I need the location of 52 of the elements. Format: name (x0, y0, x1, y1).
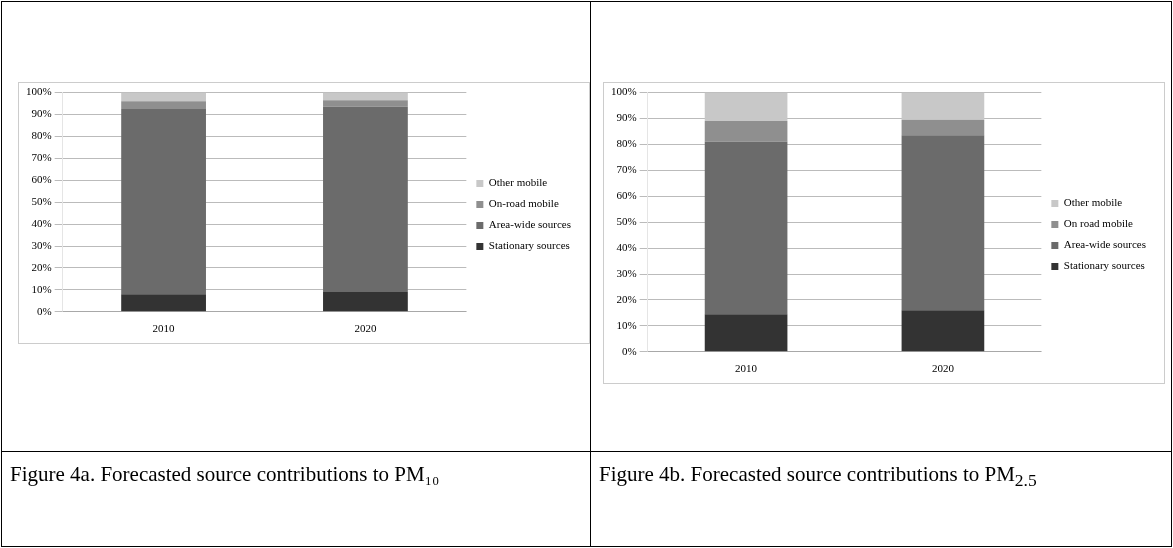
x-tick-label: 2020 (354, 322, 377, 335)
y-tick-label: 30% (31, 238, 52, 251)
y-tick-label: 60% (31, 173, 52, 186)
bar (121, 92, 206, 102)
y-tick-label: 20% (616, 292, 637, 305)
y-tick-label: 100% (25, 85, 52, 98)
y-tick-label: 0% (621, 344, 637, 357)
bar (323, 292, 408, 312)
y-tick-label: 20% (31, 260, 52, 273)
y-tick-label: 10% (31, 282, 52, 295)
y-tick-label: 60% (616, 189, 637, 202)
text: Figure 4a. Forecasted source contributions to PM₁₀ (1, 451, 591, 547)
legend-label: Area-wide sources (1063, 238, 1146, 251)
bar (323, 106, 408, 293)
y-tick-label: 40% (31, 217, 52, 230)
x-tick-label: 2010 (735, 362, 758, 375)
bar (121, 109, 206, 295)
bar (704, 92, 788, 122)
y-tick-label: 90% (616, 111, 637, 124)
bar (323, 100, 408, 107)
bar (323, 92, 408, 101)
bar (121, 294, 206, 312)
legend-label: On road mobile (1063, 217, 1133, 230)
legend-label: Area-wide sources (488, 218, 571, 231)
bar (121, 101, 206, 110)
bar (901, 92, 985, 120)
bar (704, 314, 788, 352)
bar (704, 141, 788, 315)
legend-label: Stationary sources (488, 239, 570, 252)
y-tick-label: 40% (616, 241, 637, 254)
y-tick-label: 50% (616, 215, 637, 228)
y-tick-label: 80% (616, 137, 637, 150)
bar (901, 310, 985, 352)
y-tick-label: 70% (616, 163, 637, 176)
legend-label: Other mobile (488, 176, 548, 189)
y-tick-label: 100% (610, 85, 637, 98)
text: Figure 4b. Forecasted source contributions to PM$_{2.5}$ (590, 451, 1172, 547)
y-tick-label: 30% (616, 266, 637, 279)
legend-label: Other mobile (1063, 196, 1123, 209)
y-tick-label: 70% (31, 151, 52, 164)
y-tick-label: 10% (616, 318, 637, 331)
y-tick-label: 0% (36, 304, 52, 317)
legend-label: On-road mobile (488, 197, 559, 210)
x-tick-label: 2020 (931, 362, 955, 375)
y-tick-label: 80% (31, 129, 52, 142)
y-tick-label: 50% (31, 195, 52, 208)
bar (901, 119, 985, 136)
x-tick-label: 2010 (152, 322, 176, 335)
legend-label: Stationary sources (1063, 259, 1145, 272)
y-tick-label: 90% (31, 107, 52, 120)
bar (704, 121, 788, 142)
bar (901, 135, 985, 311)
